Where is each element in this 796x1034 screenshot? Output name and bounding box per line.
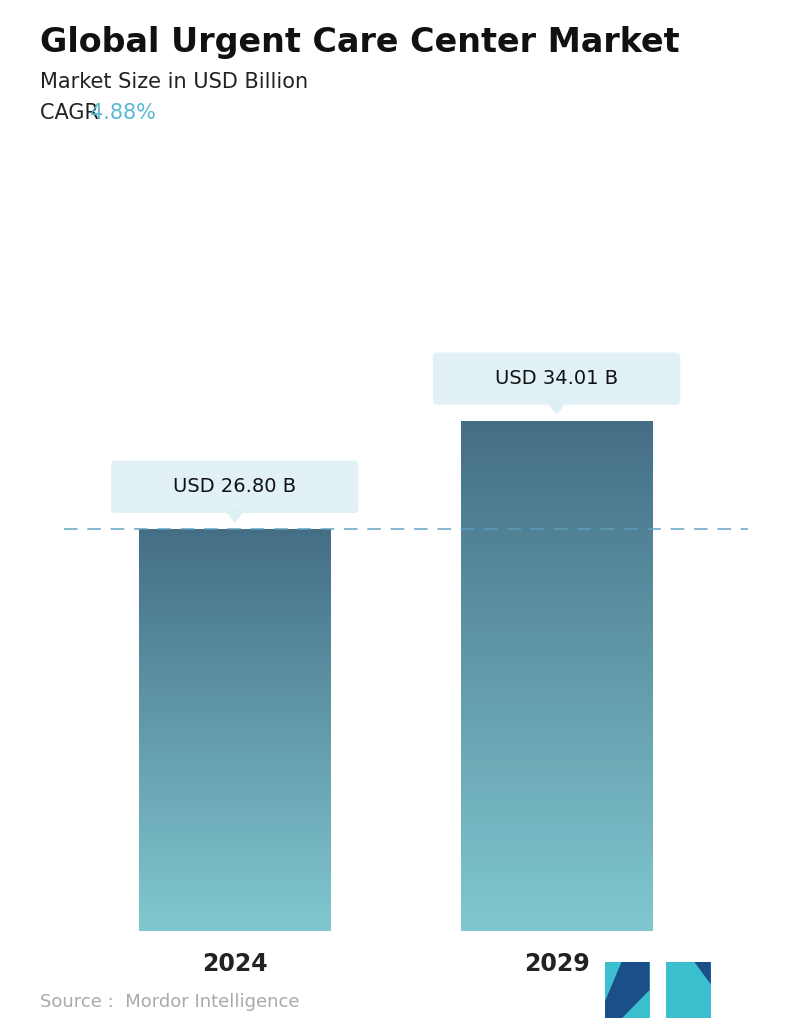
Polygon shape xyxy=(650,962,666,1018)
Text: Global Urgent Care Center Market: Global Urgent Care Center Market xyxy=(40,26,680,59)
Polygon shape xyxy=(666,962,711,1018)
Text: USD 26.80 B: USD 26.80 B xyxy=(174,478,296,496)
Text: USD 34.01 B: USD 34.01 B xyxy=(495,369,618,388)
Polygon shape xyxy=(605,962,650,1018)
Polygon shape xyxy=(605,962,650,1018)
Text: 4.88%: 4.88% xyxy=(89,103,155,123)
Polygon shape xyxy=(666,962,711,984)
Text: Market Size in USD Billion: Market Size in USD Billion xyxy=(40,72,308,92)
Text: Source :  Mordor Intelligence: Source : Mordor Intelligence xyxy=(40,994,299,1011)
Text: CAGR: CAGR xyxy=(40,103,105,123)
